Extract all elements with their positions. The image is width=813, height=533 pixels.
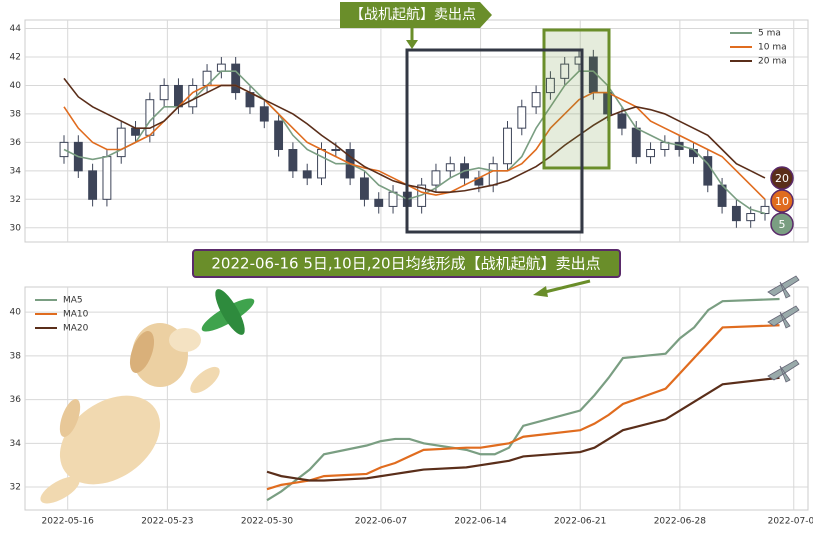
- candle-body: [560, 63, 570, 79]
- toy-plane: [201, 289, 255, 335]
- candle-body: [216, 63, 226, 72]
- y-tick-label: 44: [10, 24, 22, 34]
- x-tick-label: 2022-07-06: [768, 517, 813, 527]
- x-tick-label: 2022-05-23: [141, 517, 193, 527]
- ma-line: [266, 297, 780, 502]
- y-tick-label: 40: [10, 308, 22, 318]
- y-tick-label: 38: [10, 351, 22, 361]
- arrow-head: [533, 286, 548, 297]
- candle-body: [131, 127, 140, 136]
- candle-body: [102, 156, 112, 200]
- bottom-plot-frame: [24, 286, 809, 511]
- y-tick-label: 30: [10, 223, 22, 233]
- candle-body: [317, 149, 326, 179]
- ma-line: [266, 324, 780, 491]
- y-tick-label: 42: [10, 53, 21, 63]
- candle-body: [445, 163, 455, 172]
- end-label: 10: [775, 195, 789, 208]
- ma-line: [63, 77, 766, 193]
- candle-body: [116, 127, 126, 158]
- candle-body: [431, 170, 441, 186]
- end-label-badge: [770, 212, 794, 236]
- x-tick-label: 2022-06-21: [554, 517, 606, 527]
- x-tick-label: 2022-05-16: [42, 517, 95, 527]
- candle-body: [531, 92, 541, 108]
- plane-icons: [767, 275, 800, 383]
- candle-body: [631, 127, 641, 158]
- candle-body: [274, 120, 284, 150]
- end-label: 20: [775, 172, 789, 185]
- legend-label: MA10: [63, 310, 89, 320]
- candle-body: [374, 198, 384, 207]
- end-label-badge: [770, 189, 794, 213]
- candle-body: [746, 213, 756, 222]
- end-label-badge: [770, 166, 794, 190]
- candle-body: [159, 84, 169, 101]
- candle-body: [88, 170, 98, 200]
- x-tick-label: 2022-06-14: [454, 517, 507, 527]
- x-tick-label: 2022-06-28: [654, 517, 707, 527]
- banner: 2022-06-16 5日,10日,20日均线形成【战机起航】卖出点: [211, 255, 600, 273]
- dog: [40, 323, 220, 504]
- candle-body: [517, 106, 527, 129]
- y-tick-label: 40: [10, 81, 22, 91]
- annotation: 【战机起航】卖出点: [350, 7, 476, 23]
- ma-line: [63, 84, 766, 200]
- banner-bg: [192, 249, 621, 278]
- y-tick-label: 32: [10, 195, 21, 205]
- legend-label: MA5: [63, 296, 83, 306]
- end-label: 5: [779, 218, 786, 231]
- candle-body: [331, 149, 341, 151]
- focus-box: [405, 48, 584, 234]
- legend-label: 20 ma: [758, 57, 787, 67]
- legend-label: MA20: [63, 324, 89, 334]
- y-tick-label: 38: [10, 109, 22, 119]
- legend-label: 10 ma: [758, 43, 787, 53]
- candle-body: [231, 63, 241, 94]
- candle-body: [488, 163, 498, 186]
- annotation-bg: [340, 2, 492, 28]
- x-tick-label: 2022-06-07: [355, 517, 407, 527]
- candle-body: [359, 177, 369, 200]
- candle-body: [731, 205, 741, 222]
- y-tick-label: 34: [10, 166, 22, 176]
- arrow-head: [406, 40, 418, 49]
- candle-body: [259, 106, 269, 122]
- candle-body: [617, 113, 627, 129]
- arrow: [544, 279, 591, 294]
- y-tick-label: 36: [10, 395, 22, 405]
- candle-body: [545, 77, 555, 94]
- legend-label: 5 ma: [758, 29, 781, 39]
- ma-line: [266, 376, 780, 482]
- y-tick-label: 34: [10, 439, 22, 449]
- y-tick-label: 32: [10, 483, 21, 493]
- candle-body: [302, 170, 312, 179]
- highlight-box: [542, 28, 611, 170]
- candle-body: [646, 149, 655, 158]
- candle-body: [288, 149, 298, 172]
- candle-body: [503, 127, 512, 165]
- x-tick-label: 2022-05-30: [241, 517, 294, 527]
- y-tick-label: 36: [10, 138, 22, 148]
